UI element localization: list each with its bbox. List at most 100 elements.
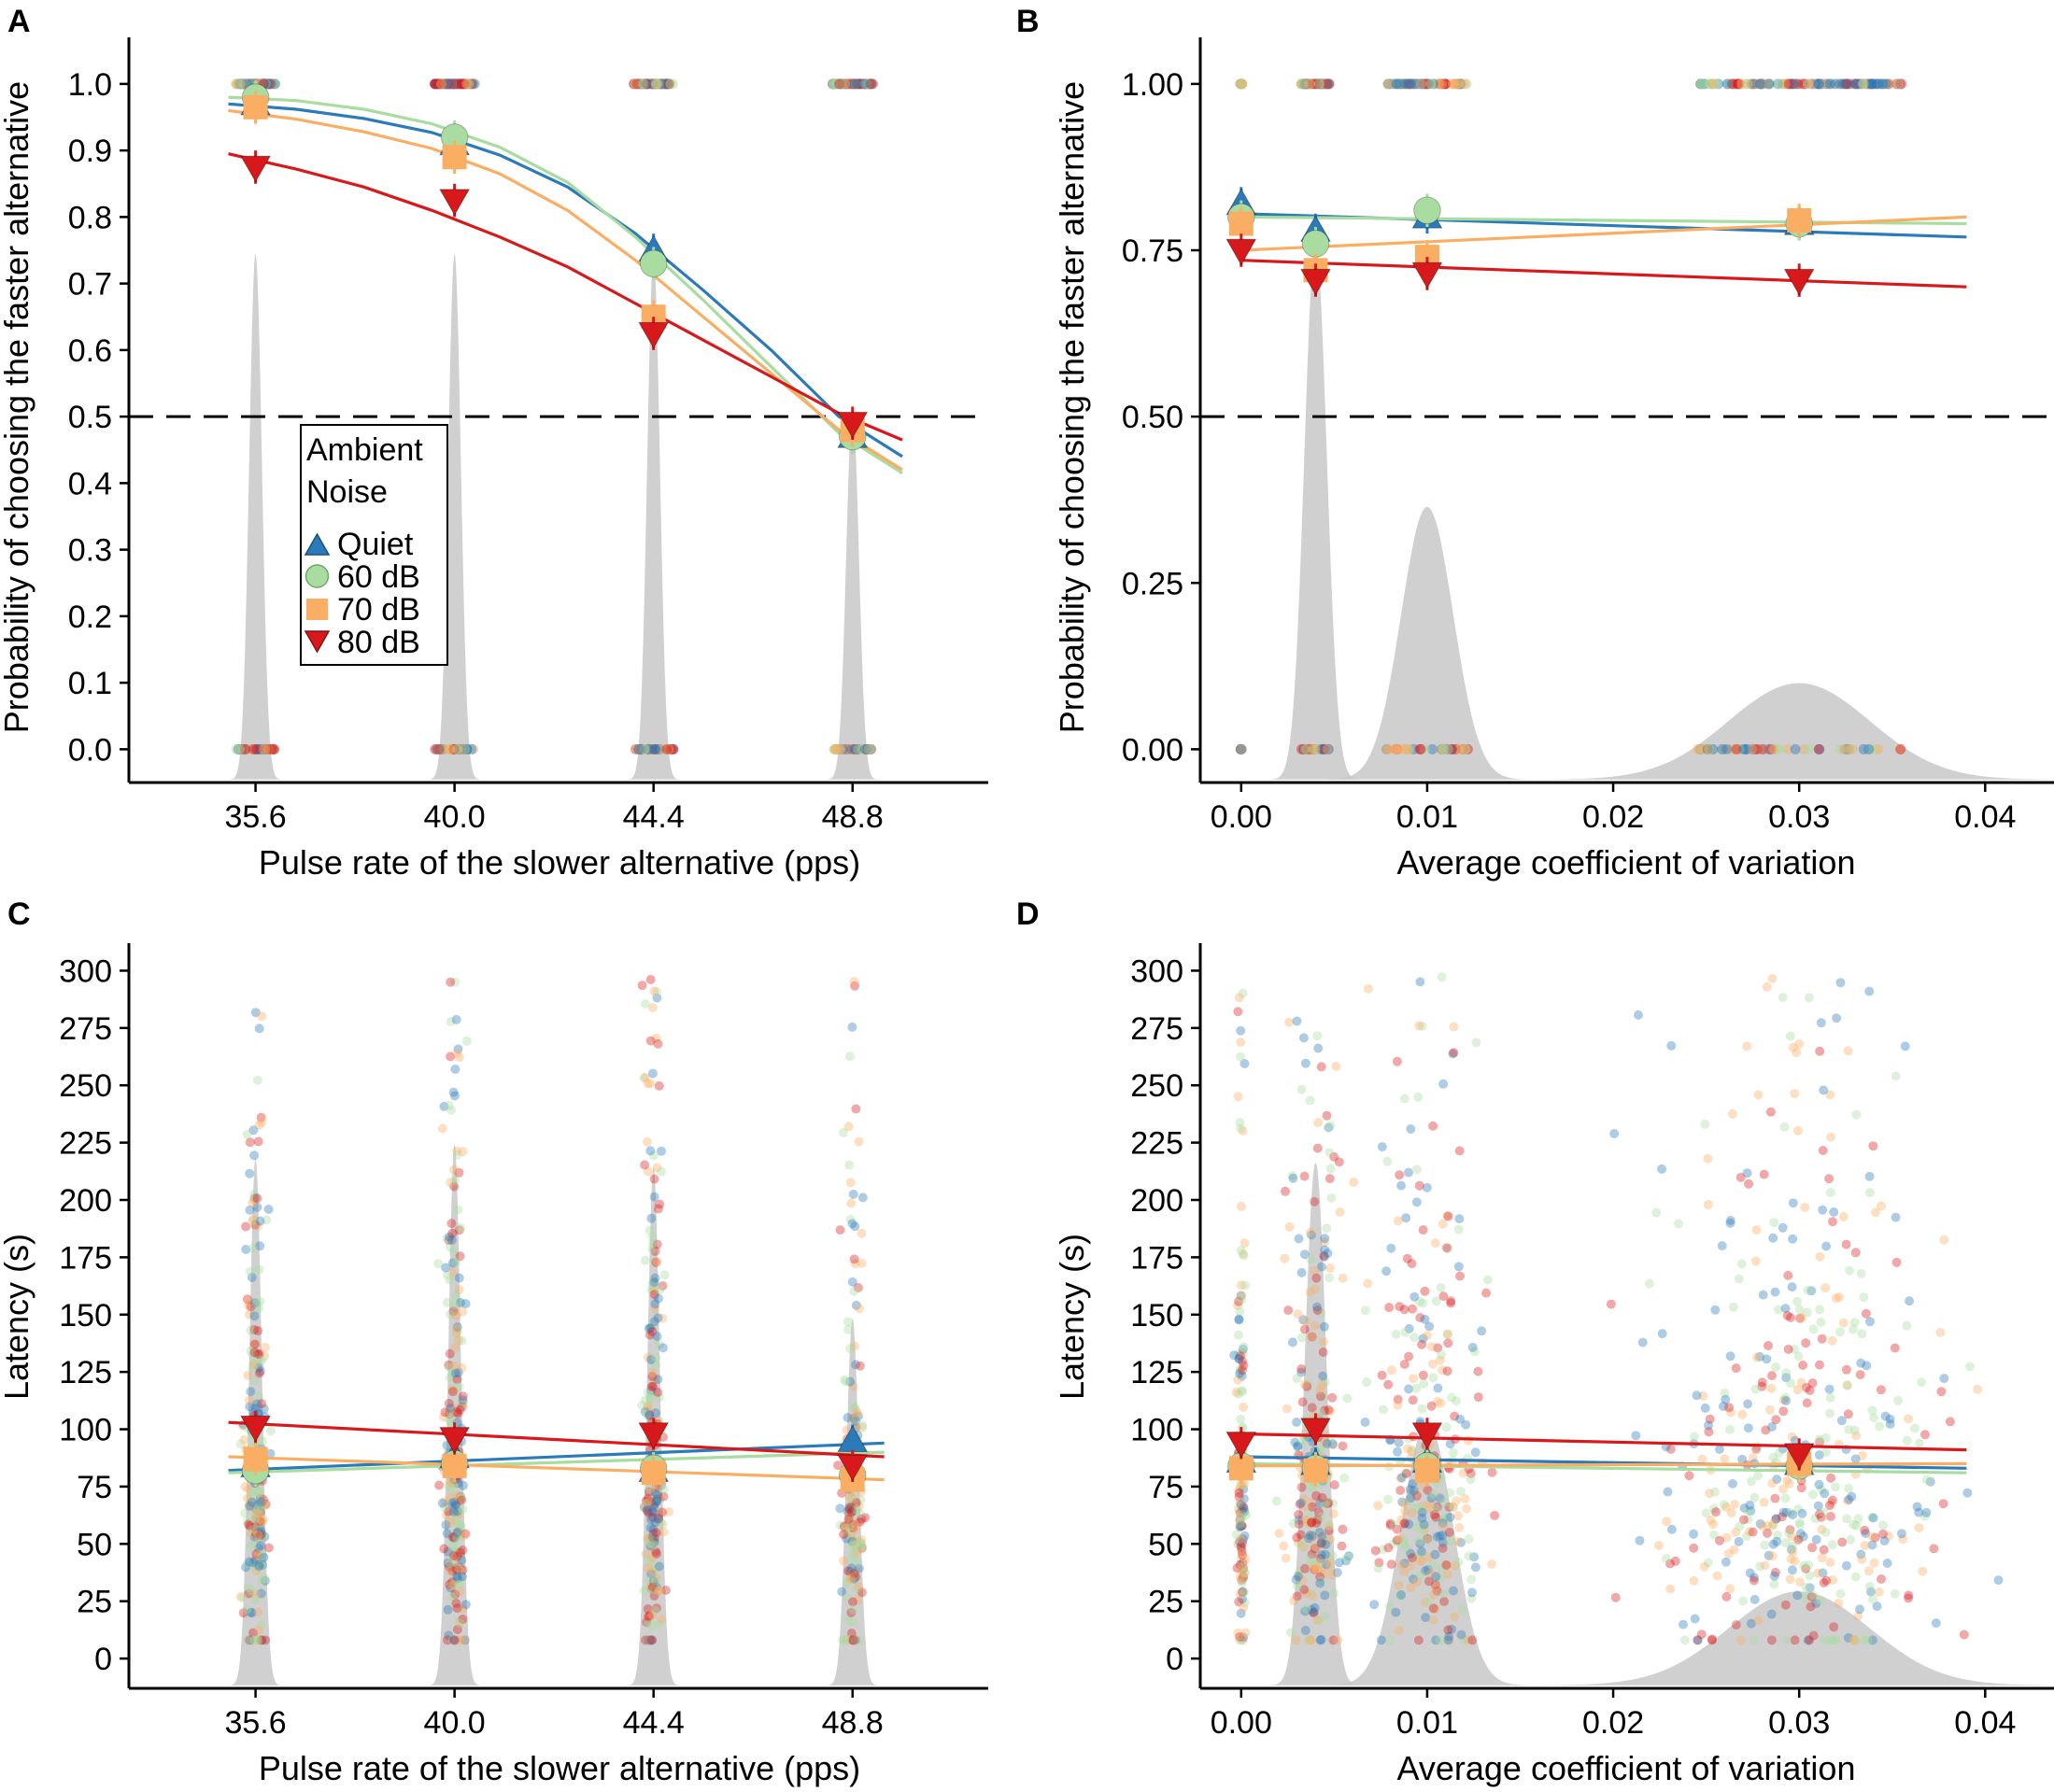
raw-observation bbox=[440, 1407, 450, 1418]
raw-observation bbox=[649, 1503, 659, 1512]
raw-observation bbox=[440, 78, 450, 90]
raw-observation bbox=[848, 78, 859, 90]
raw-observation bbox=[857, 1587, 867, 1598]
legend-square-icon bbox=[306, 599, 328, 620]
raw-observation bbox=[853, 743, 864, 755]
raw-observation bbox=[453, 1408, 463, 1418]
raw-observation bbox=[1349, 1178, 1359, 1187]
raw-observation bbox=[444, 1362, 454, 1373]
raw-observation bbox=[444, 1506, 454, 1517]
mean-marker-80db bbox=[240, 1415, 272, 1443]
raw-observation bbox=[250, 1338, 261, 1348]
raw-observation bbox=[850, 1221, 860, 1232]
raw-observation bbox=[646, 1386, 657, 1396]
raw-observation bbox=[1295, 1567, 1305, 1577]
raw-observation bbox=[1962, 1488, 1973, 1498]
raw-observation bbox=[1289, 1596, 1299, 1606]
raw-observation bbox=[449, 1579, 459, 1589]
raw-observation bbox=[1307, 1403, 1317, 1413]
raw-observation bbox=[454, 1225, 464, 1235]
x-tick-label-d: 0.04 bbox=[1954, 1705, 2016, 1741]
raw-observation bbox=[1237, 1575, 1247, 1586]
raw-observation bbox=[840, 743, 851, 755]
raw-observation bbox=[444, 78, 455, 90]
raw-observation bbox=[1319, 1436, 1329, 1446]
raw-observation bbox=[1376, 1635, 1386, 1645]
raw-observation bbox=[1894, 743, 1905, 755]
raw-observation bbox=[1416, 1503, 1426, 1512]
raw-observation bbox=[639, 743, 650, 755]
raw-observation bbox=[244, 1519, 253, 1530]
raw-observation bbox=[1315, 1578, 1325, 1588]
raw-observation bbox=[659, 1270, 670, 1280]
raw-observation bbox=[846, 1563, 857, 1573]
raw-observation bbox=[855, 1517, 865, 1527]
raw-observation bbox=[647, 1003, 658, 1012]
raw-observation bbox=[1939, 1235, 1949, 1245]
raw-observation bbox=[1324, 1174, 1335, 1184]
raw-observation bbox=[1236, 78, 1247, 90]
raw-observation bbox=[846, 1607, 857, 1617]
raw-observation bbox=[1816, 1018, 1826, 1028]
raw-observation bbox=[1917, 1377, 1927, 1388]
raw-observation bbox=[1305, 1512, 1315, 1522]
raw-observation bbox=[1738, 1596, 1749, 1606]
raw-observation bbox=[865, 743, 876, 755]
raw-observation bbox=[460, 1600, 471, 1610]
raw-observation bbox=[1818, 1146, 1828, 1155]
raw-observation bbox=[1876, 78, 1887, 90]
raw-observation bbox=[1703, 1200, 1713, 1209]
raw-observation bbox=[1704, 78, 1714, 90]
raw-observation bbox=[1708, 1519, 1719, 1530]
raw-observation bbox=[1849, 1324, 1858, 1334]
raw-observation bbox=[1237, 1543, 1246, 1553]
mean-marker-70db bbox=[1303, 1458, 1328, 1483]
raw-observation bbox=[664, 1507, 674, 1517]
raw-observation bbox=[1239, 1342, 1249, 1352]
raw-observation bbox=[1442, 1569, 1452, 1579]
raw-observation bbox=[1393, 1446, 1402, 1457]
raw-observation bbox=[1782, 1475, 1792, 1486]
raw-observation bbox=[1864, 1566, 1874, 1576]
raw-observation bbox=[1894, 78, 1905, 90]
raw-observation bbox=[1237, 1280, 1246, 1291]
raw-observation bbox=[847, 1554, 857, 1564]
raw-observation bbox=[1864, 1188, 1875, 1198]
raw-observation bbox=[1237, 1510, 1247, 1519]
raw-observation bbox=[1323, 78, 1334, 90]
x-axis-title-a: Pulse rate of the slower alternative (pp… bbox=[259, 843, 860, 882]
raw-observation bbox=[1292, 1016, 1302, 1026]
raw-observation bbox=[1293, 1441, 1303, 1451]
raw-observation bbox=[1415, 1535, 1424, 1545]
raw-observation bbox=[642, 78, 653, 90]
raw-observation bbox=[634, 743, 645, 755]
raw-observation bbox=[1308, 1564, 1318, 1574]
raw-observation bbox=[654, 1293, 663, 1304]
raw-observation bbox=[1391, 1330, 1401, 1339]
raw-observation bbox=[645, 1523, 656, 1533]
raw-observation bbox=[251, 1504, 262, 1515]
raw-observation bbox=[1384, 1602, 1395, 1612]
raw-observation bbox=[1296, 1367, 1307, 1377]
raw-observation bbox=[264, 743, 276, 755]
raw-observation bbox=[446, 977, 456, 987]
raw-observation bbox=[1815, 1046, 1825, 1056]
raw-observation bbox=[450, 1557, 460, 1567]
raw-observation bbox=[1444, 1502, 1454, 1512]
raw-observation bbox=[1235, 1537, 1245, 1547]
raw-observation bbox=[1850, 1454, 1861, 1464]
raw-observation bbox=[1237, 78, 1248, 90]
raw-observation bbox=[254, 1488, 264, 1498]
raw-observation bbox=[643, 1494, 653, 1503]
raw-observation bbox=[1409, 1333, 1420, 1343]
x-tick-label-a: 48.8 bbox=[822, 799, 884, 835]
raw-observation bbox=[250, 1555, 261, 1565]
raw-observation bbox=[1326, 1193, 1337, 1203]
raw-observation bbox=[440, 78, 451, 90]
raw-observation bbox=[1694, 743, 1706, 755]
raw-observation bbox=[849, 1567, 858, 1577]
raw-observation bbox=[461, 743, 473, 755]
raw-observation bbox=[1236, 1534, 1245, 1545]
raw-observation bbox=[1235, 78, 1246, 90]
raw-observation bbox=[643, 1497, 653, 1507]
